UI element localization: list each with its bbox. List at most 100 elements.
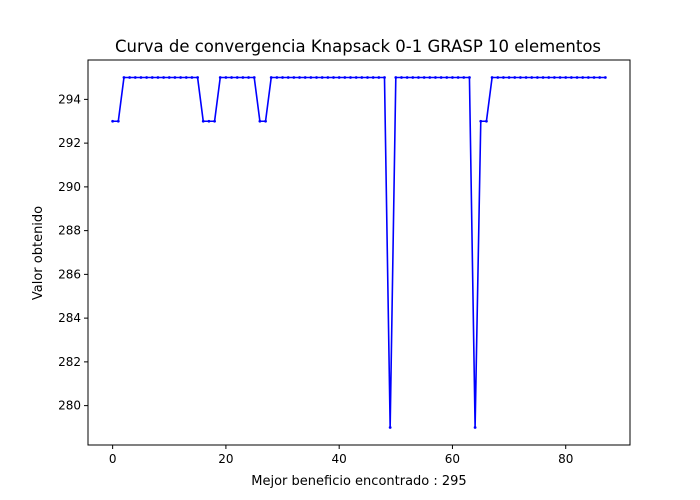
x-axis-label: Mejor beneficio encontrado : 295 [251,474,466,489]
y-tick-label: 290 [58,180,81,194]
data-point [513,76,517,79]
y-tick-label: 292 [58,136,81,150]
data-point [366,76,369,79]
data-point [252,76,256,79]
data-point [326,76,330,79]
data-point [320,76,324,79]
data-point [111,119,115,123]
data-point [343,76,347,79]
data-point [394,76,398,79]
data-point [162,76,166,79]
data-point [388,426,392,429]
data-point [235,76,239,79]
data-point [439,76,443,79]
data-point [468,76,471,79]
data-point [558,76,562,79]
data-point [122,76,126,79]
data-point [201,119,205,123]
plot-frame [87,59,631,446]
data-point [116,119,120,123]
y-tick-label: 280 [58,399,81,413]
x-tick-label: 20 [218,452,233,466]
data-point [462,76,466,79]
data-point [337,76,341,79]
data-point [303,76,307,79]
data-point [281,76,284,79]
data-point [247,76,250,79]
data-point [405,76,409,79]
y-axis: 280 282 284 286 288 290 292 294 [58,92,88,413]
data-point [349,76,352,79]
data-point [400,76,403,79]
data-point [411,76,415,79]
data-point [218,76,222,79]
data-point [213,119,216,123]
data-point [434,76,437,79]
data-point [479,119,483,123]
data-point [603,76,607,79]
data-point [207,119,211,123]
data-point [371,76,375,79]
data-point [173,76,177,79]
y-axis-label: Valor obtenido [31,206,46,300]
chart-title: Curva de convergencia Knapsack 0-1 GRASP… [115,37,601,56]
data-point [383,76,386,79]
data-point [377,76,381,79]
data-point [139,76,143,79]
data-point [586,76,590,79]
data-point [275,76,279,79]
data-point [184,76,188,79]
data-point [298,76,301,79]
x-tick-label: 80 [558,452,573,466]
data-point [541,76,545,79]
data-point [190,76,194,79]
x-tick-label: 60 [445,452,460,466]
data-point [519,76,522,79]
data-point [360,76,364,79]
y-tick-label: 282 [58,355,81,369]
data-point [564,76,568,79]
data-point [264,119,267,123]
y-tick-label: 284 [58,311,81,325]
data-point [128,76,132,79]
y-tick-label: 286 [58,267,81,281]
data-point [167,76,171,79]
data-point [502,76,505,79]
data-point [145,76,149,79]
x-tick-label: 40 [332,452,347,466]
y-tick-label: 288 [58,224,81,238]
data-point [150,76,154,79]
data-point [179,76,183,79]
data-point [598,76,602,79]
data-point [292,76,296,79]
data-point [536,76,539,79]
data-point [552,76,556,79]
x-tick-label: 0 [109,452,117,466]
data-point [332,76,335,79]
data-point [485,119,488,123]
data-point [569,76,573,79]
data-point [428,76,432,79]
data-point [156,76,160,79]
data-point [496,76,500,79]
data-point [286,76,290,79]
data-point [422,76,426,79]
data-point [309,76,313,79]
data-point [354,76,358,79]
data-point [524,76,528,79]
data-point [258,119,262,123]
data-point [507,76,511,79]
data-point [575,76,579,79]
data-point [196,76,199,79]
y-tick-label: 294 [58,92,81,106]
data-point [224,76,228,79]
data-point [547,76,551,79]
data-point [241,76,245,79]
series-line [112,76,606,429]
data-point [230,76,233,79]
data-point [490,76,494,79]
data-point [581,76,585,79]
data-point [133,76,137,79]
data-point [269,76,273,79]
